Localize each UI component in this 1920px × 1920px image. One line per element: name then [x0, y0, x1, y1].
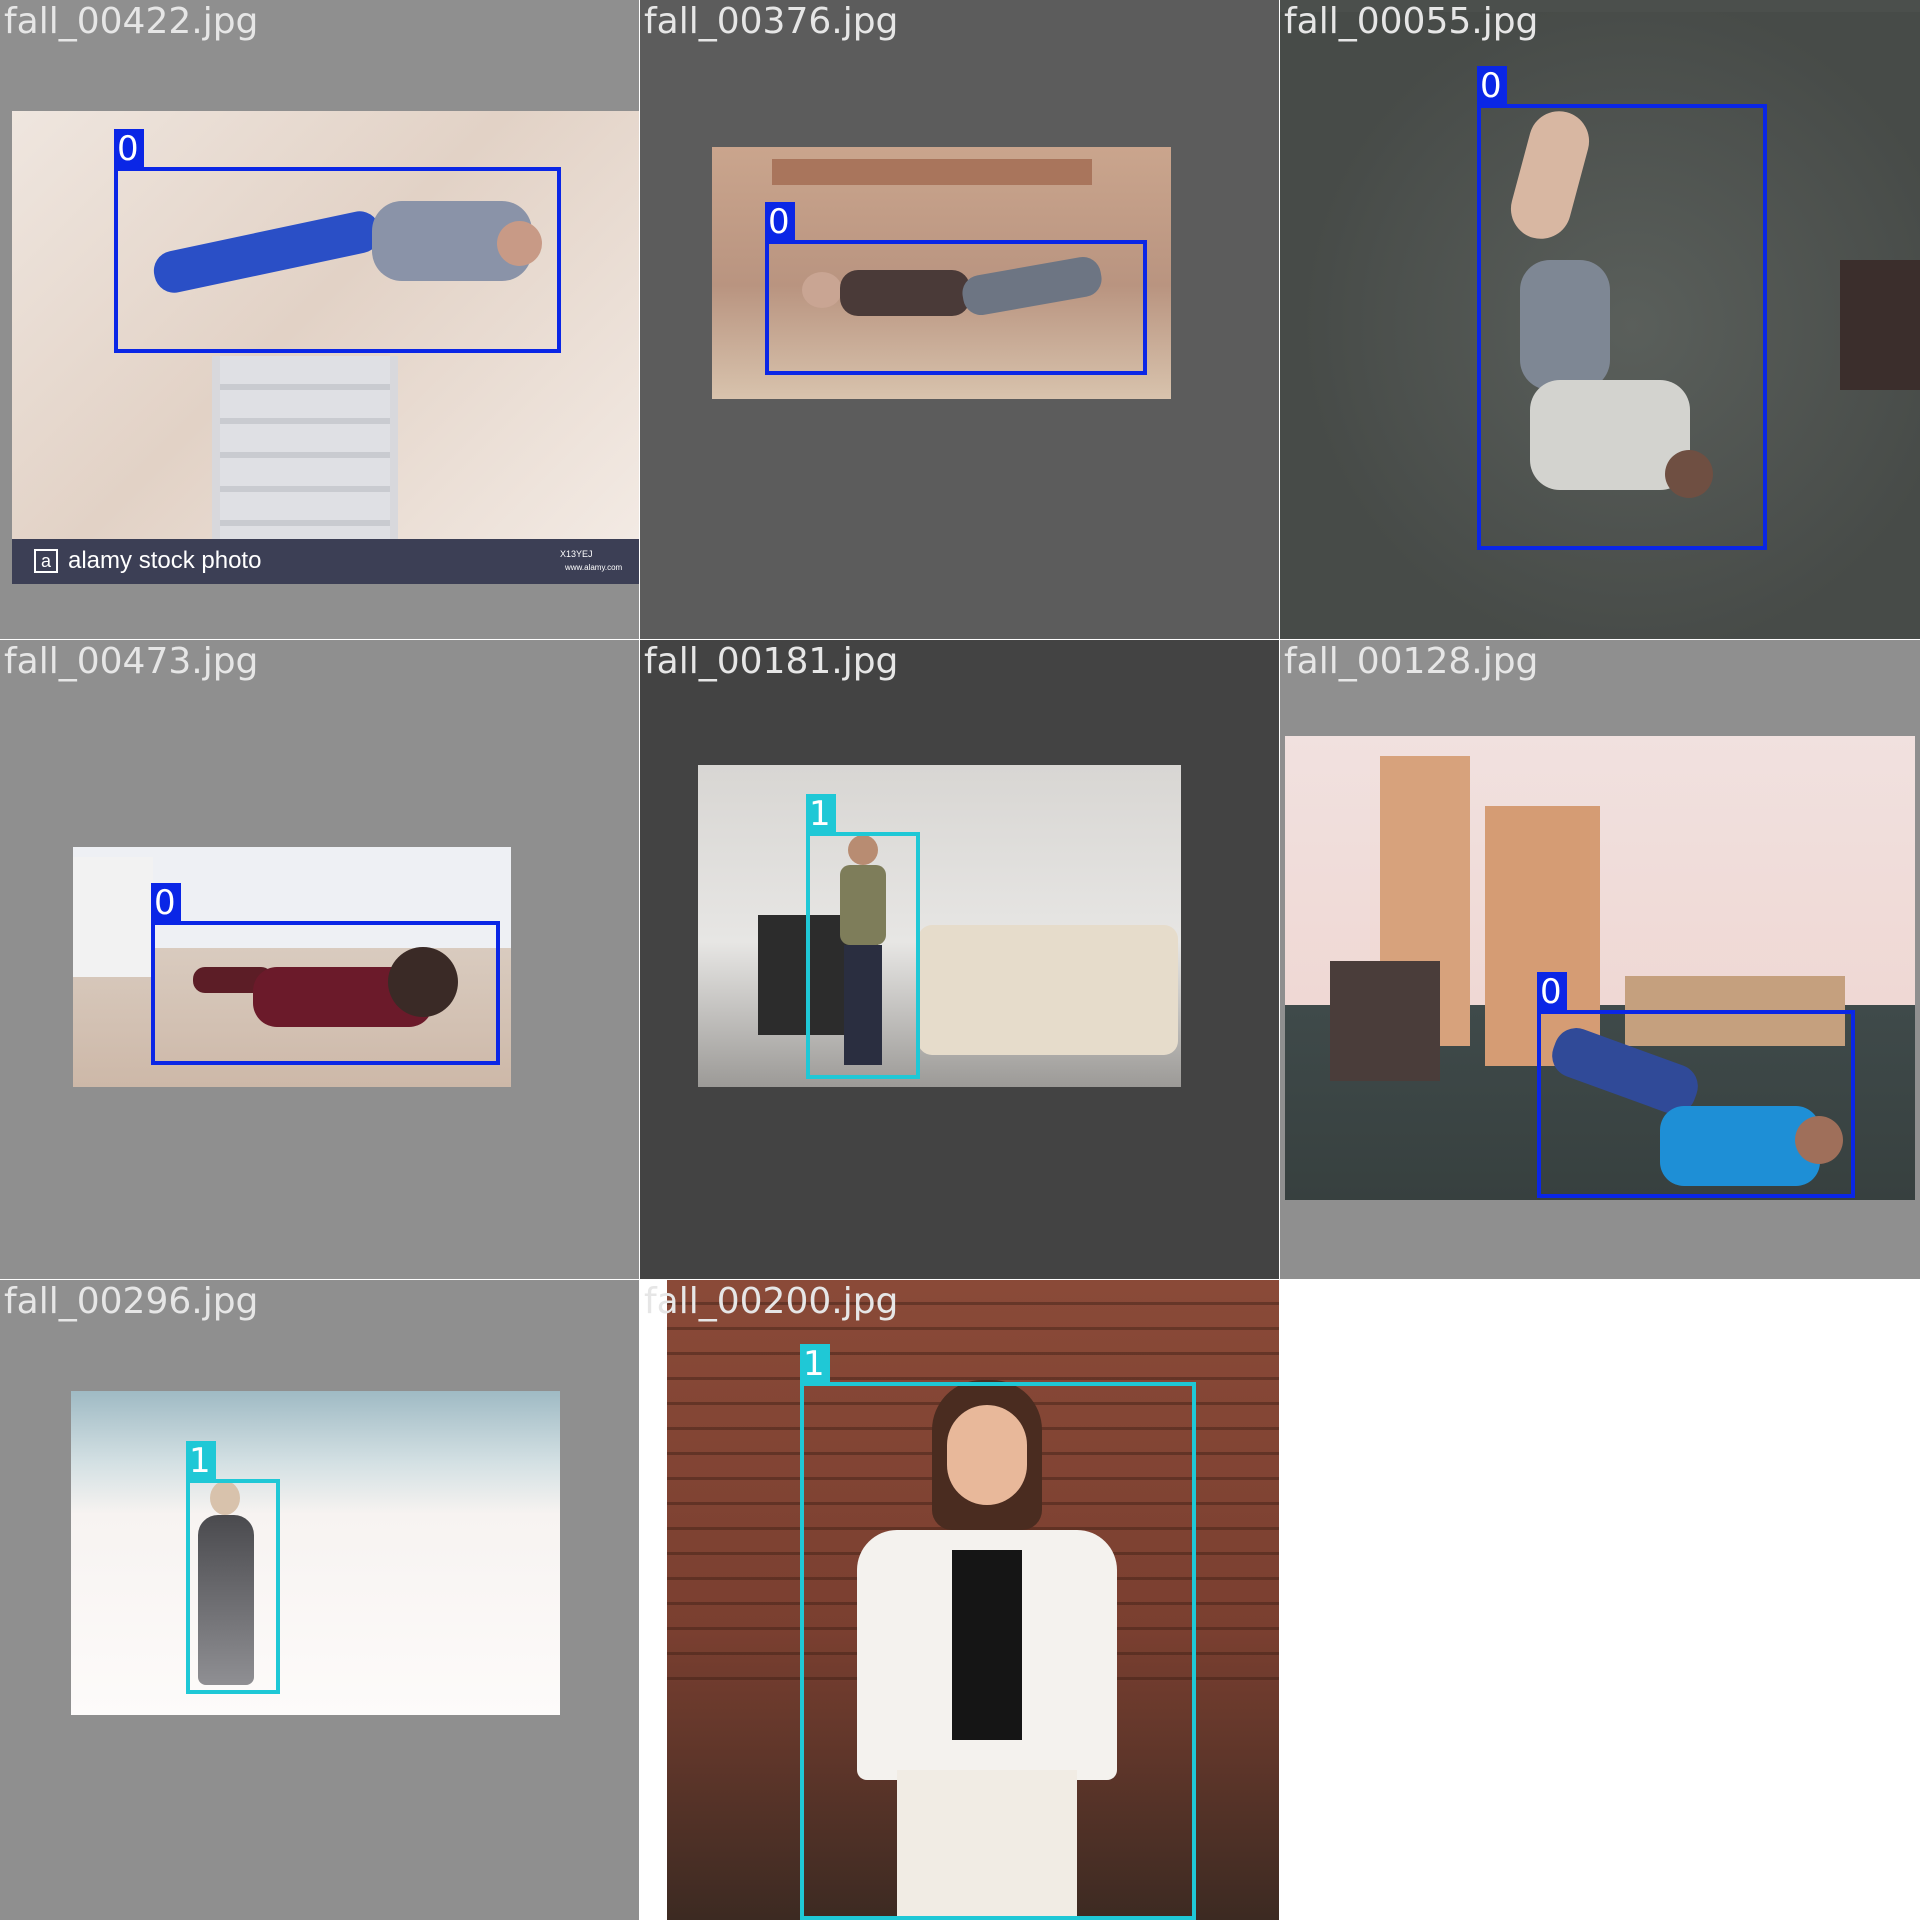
- class-label: 1: [186, 1441, 216, 1481]
- class-label: 1: [806, 794, 836, 834]
- watermark-bar: a alamy stock photo X13YEJ www.alamy.com: [12, 539, 639, 584]
- ladder-shape: [212, 356, 398, 541]
- class-label: 0: [1537, 972, 1567, 1012]
- alamy-logo-icon: a: [34, 549, 58, 573]
- person-shape: [818, 835, 908, 1080]
- tile-filename: fall_00376.jpg: [644, 1, 899, 42]
- door-shape: [1485, 806, 1600, 1066]
- photo: 0: [73, 847, 511, 1087]
- class-label: 0: [114, 129, 144, 169]
- tile-filename: fall_00128.jpg: [1284, 641, 1539, 682]
- bounding-box: 0: [114, 129, 561, 353]
- tile-filename: fall_00055.jpg: [1284, 1, 1539, 42]
- photo: 1: [71, 1391, 560, 1715]
- bounding-box: 1: [806, 794, 920, 1079]
- class-label: 0: [765, 202, 795, 242]
- bounding-box: 1: [800, 1344, 1196, 1920]
- tile-fall-00376: fall_00376.jpg 0: [640, 0, 1279, 639]
- tile-filename: fall_00181.jpg: [644, 641, 899, 682]
- class-label: 0: [151, 883, 181, 923]
- watermark-code: X13YEJ: [560, 549, 593, 559]
- person-shape: [1480, 104, 1720, 530]
- person-shape: [802, 254, 1122, 322]
- photo: 0: [1285, 736, 1915, 1200]
- tile-fall-00422: fall_00422.jpg 0 a alamy stock photo X13…: [0, 0, 639, 639]
- chair-shape: [1840, 260, 1920, 390]
- bounding-box: 0: [1537, 972, 1855, 1198]
- bounding-box: 1: [186, 1441, 280, 1694]
- tile-fall-00296: fall_00296.jpg 1: [0, 1280, 639, 1920]
- bounding-box: 0: [1477, 66, 1767, 550]
- tile-filename: fall_00200.jpg: [644, 1281, 899, 1322]
- class-label: 1: [800, 1344, 830, 1384]
- tile-filename: fall_00473.jpg: [4, 641, 259, 682]
- photo: 1: [698, 765, 1181, 1087]
- tile-fall-00181: fall_00181.jpg 1: [640, 640, 1279, 1279]
- tile-fall-00055: fall_00055.jpg 0: [1280, 0, 1920, 639]
- class-label: 0: [1477, 66, 1507, 106]
- tile-fall-00200: 1 fall_00200.jpg: [640, 1280, 1279, 1920]
- tile-filename: fall_00296.jpg: [4, 1281, 259, 1322]
- bounding-box: 0: [765, 202, 1147, 375]
- person-shape: [817, 1380, 1147, 1920]
- empty-tile: [1280, 1280, 1920, 1920]
- photo: 0 a alamy stock photo X13YEJ www.alamy.c…: [12, 111, 639, 584]
- person-shape: [1540, 1021, 1850, 1196]
- drawer-shape: [73, 857, 153, 977]
- watermark-text: alamy stock photo: [68, 547, 262, 574]
- tile-fall-00473: fall_00473.jpg 0: [0, 640, 639, 1279]
- sofa-shape: [918, 925, 1178, 1055]
- bounding-box: 0: [151, 883, 500, 1065]
- tile-filename: fall_00422.jpg: [4, 1, 259, 42]
- person-shape: [193, 947, 493, 1037]
- photo: 1: [667, 1280, 1279, 1920]
- photo: 0: [712, 147, 1171, 399]
- person-shape: [186, 1481, 266, 1691]
- watermark-url: www.alamy.com: [565, 563, 623, 572]
- chair-shape: [1330, 961, 1440, 1081]
- tile-fall-00128: fall_00128.jpg 0: [1280, 640, 1920, 1279]
- person-shape: [142, 181, 542, 301]
- table-shape: [772, 159, 1092, 185]
